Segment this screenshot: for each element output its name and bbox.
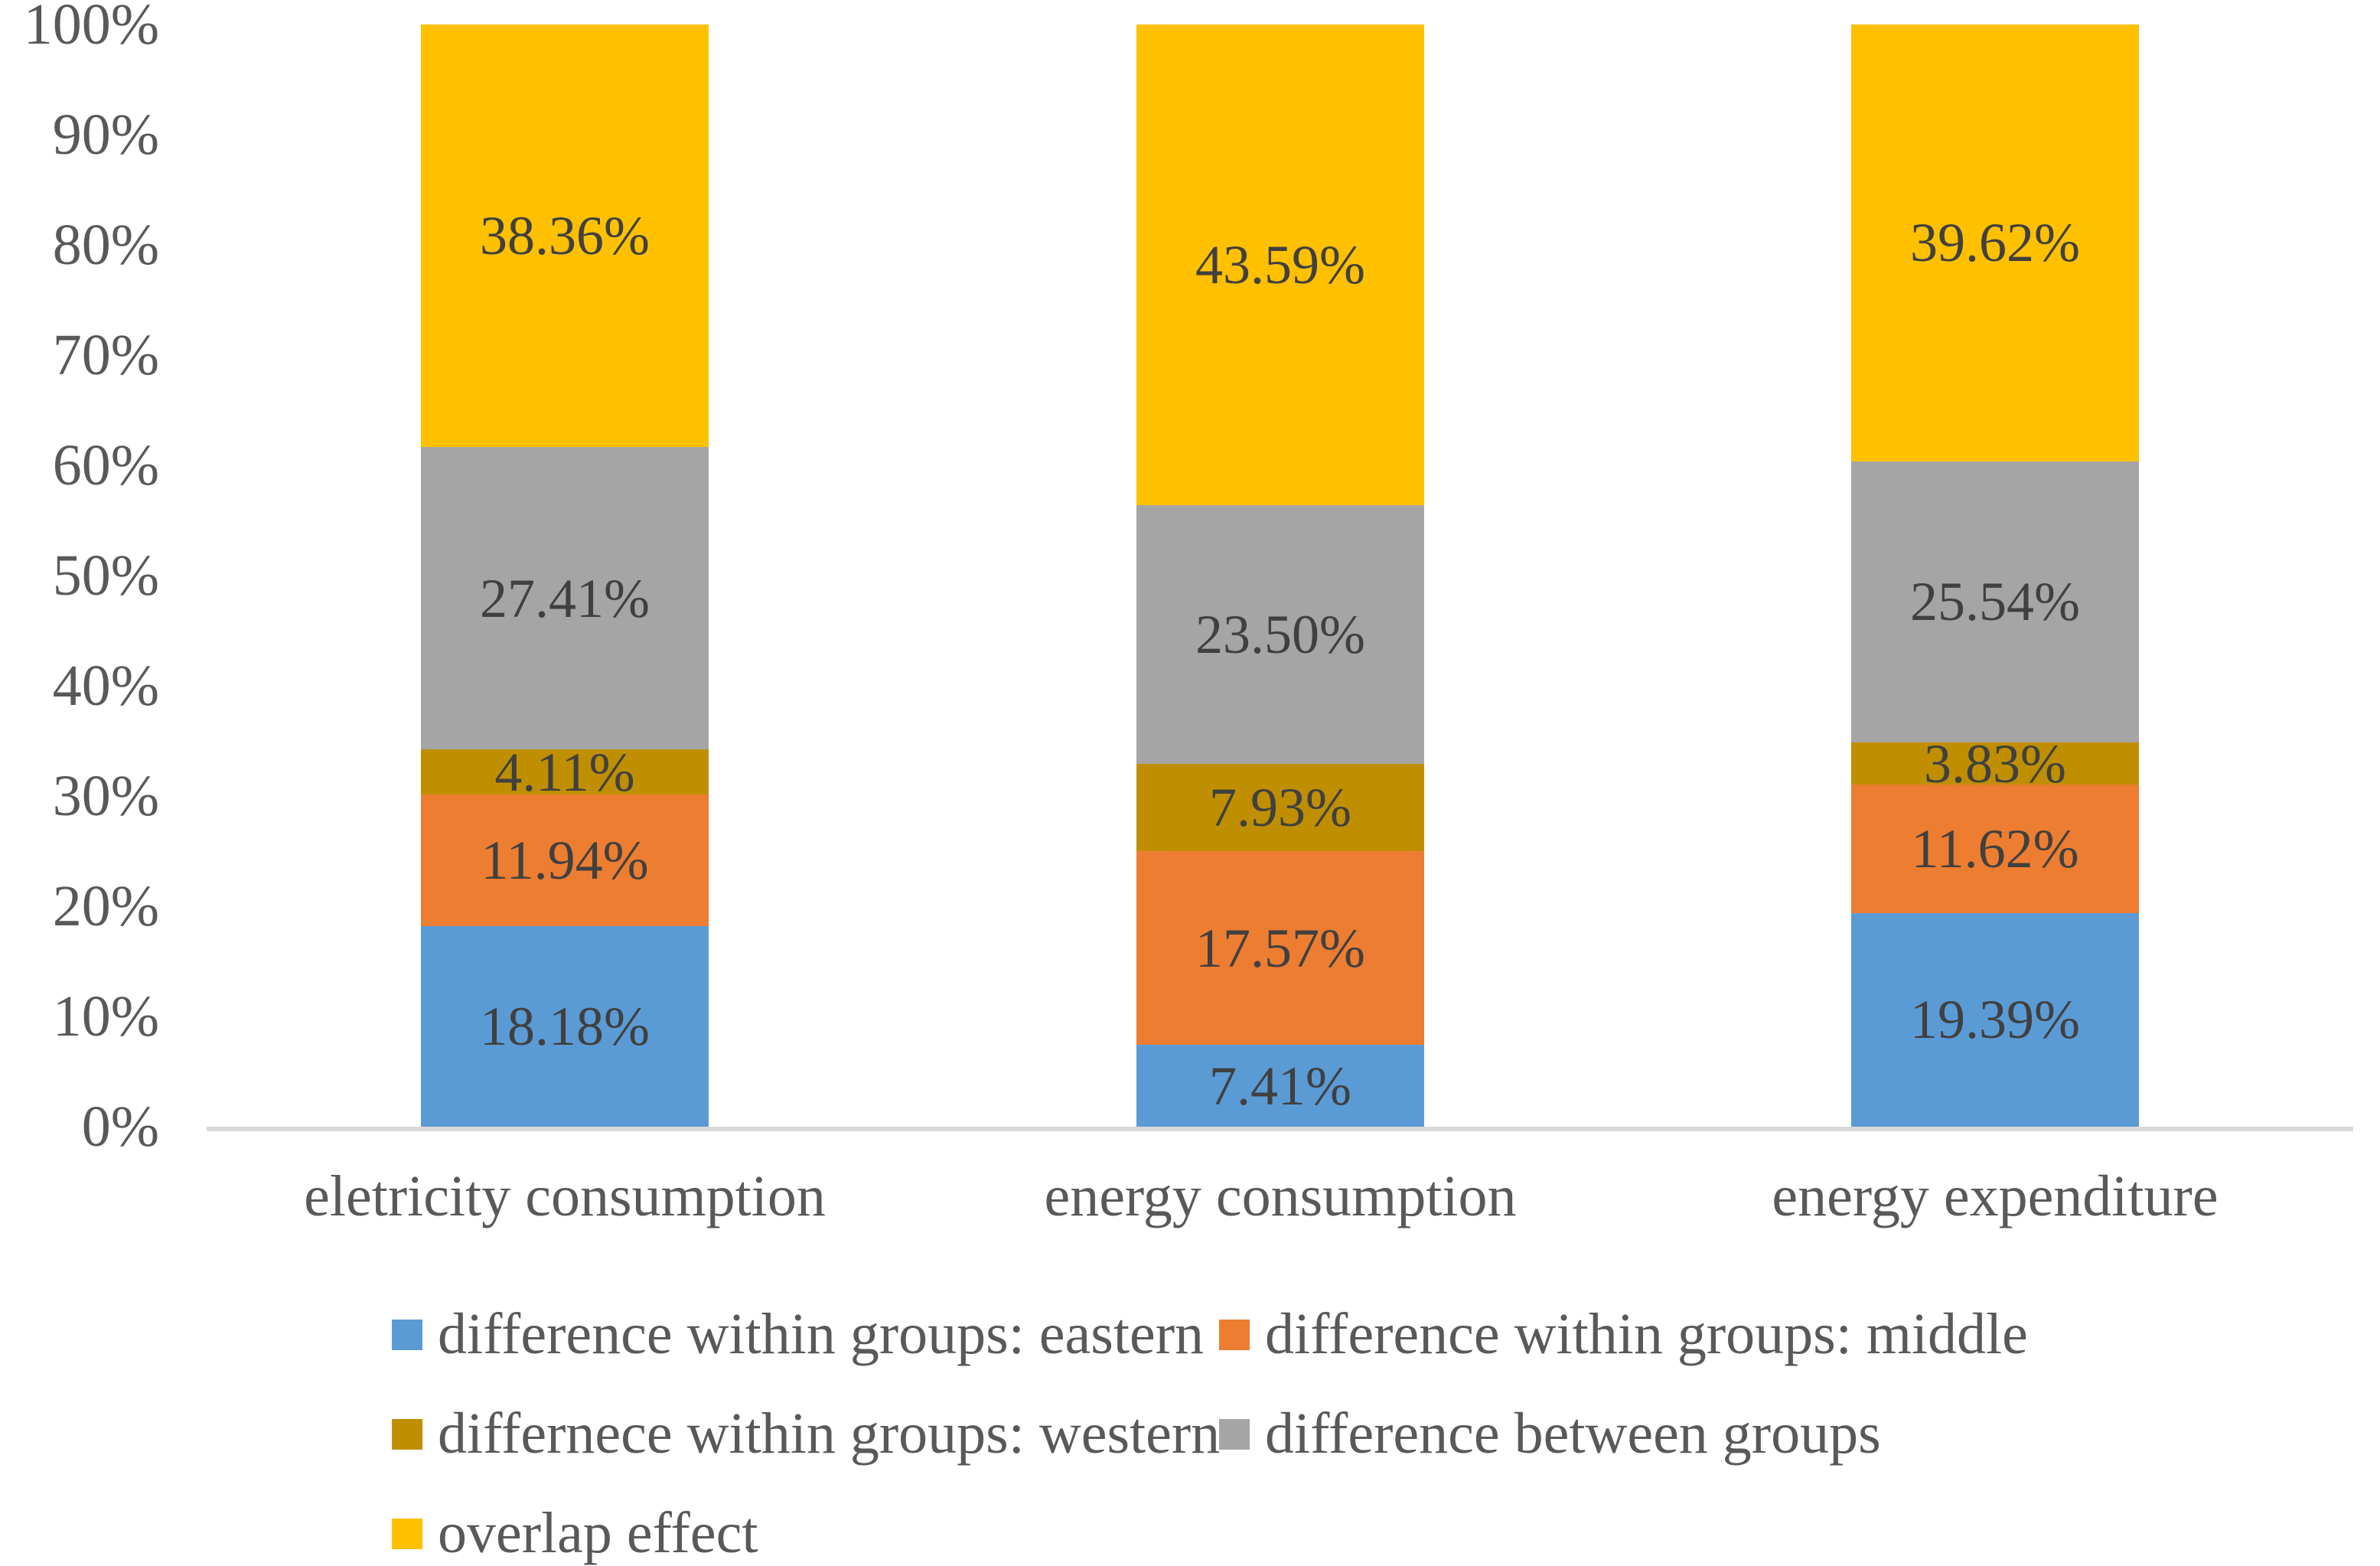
category-label-eletricity-consumption: eletricity consumption: [304, 1164, 826, 1228]
y-tick-label-40: 40%: [52, 654, 159, 718]
y-tick-label-100: 100%: [23, 0, 159, 57]
data-label: 4.11%: [494, 741, 635, 803]
bar-eletricity-consumption: 38.36% 27.41% 4.11% 11.94% 18.18%: [421, 24, 709, 1127]
data-label: 43.59%: [1195, 233, 1365, 295]
data-label: 38.36%: [480, 205, 650, 267]
legend-label: differnece within groups: western: [438, 1401, 1221, 1466]
legend-item-difference-within-groups-middle: difference within groups: middle: [1219, 1300, 2028, 1370]
segment-differnece-within-groups-western-eletricity-consumption: 4.11%: [421, 745, 709, 800]
legend-item-difference-within-groups-eastern: difference within groups: eastern: [392, 1300, 1204, 1370]
data-label: 7.41%: [1209, 1055, 1351, 1117]
legend-label: difference within groups: eastern: [438, 1302, 1205, 1367]
segment-difference-within-groups-eastern-energy-consumption: 7.41%: [1136, 1045, 1424, 1127]
segment-overlap-effect-eletricity-consumption: 38.36%: [421, 24, 709, 448]
y-tick-label-0: 0%: [81, 1095, 159, 1159]
legend-item-difference-between-groups: difference between groups: [1219, 1399, 1881, 1470]
legend-label: difference within groups: middle: [1265, 1302, 2028, 1367]
category-label-energy-expenditure: energy expenditure: [1772, 1164, 2219, 1228]
bar-energy-consumption: 43.59% 23.50% 7.93% 17.57% 7.41%: [1136, 24, 1424, 1127]
data-label: 39.62%: [1910, 212, 2080, 274]
x-axis-line: [207, 1127, 2353, 1131]
segment-difference-within-groups-eastern-energy-expenditure: 19.39%: [1851, 912, 2139, 1127]
segment-difference-between-groups-eletricity-consumption: 27.41%: [421, 447, 709, 750]
segment-differnece-within-groups-western-energy-consumption: 7.93%: [1136, 764, 1424, 852]
legend-label: difference between groups: [1265, 1401, 1881, 1466]
segment-difference-within-groups-middle-energy-expenditure: 11.62%: [1851, 785, 2139, 913]
data-label: 23.50%: [1195, 603, 1365, 665]
segment-overlap-effect-energy-expenditure: 39.62%: [1851, 24, 2139, 462]
legend-color-swatch-icon: [1219, 1419, 1250, 1450]
segment-difference-within-groups-middle-eletricity-consumption: 11.94%: [421, 794, 709, 927]
segment-difference-within-groups-eastern-eletricity-consumption: 18.18%: [421, 926, 709, 1127]
y-tick-label-80: 80%: [52, 213, 159, 277]
legend-color-swatch-icon: [1219, 1320, 1250, 1350]
legend-item-differnece-within-groups-western: differnece within groups: western: [392, 1399, 1220, 1470]
legend-item-overlap-effect: overlap effect: [392, 1499, 758, 1566]
y-tick-label-90: 90%: [52, 103, 159, 167]
legend-color-swatch-icon: [392, 1320, 422, 1350]
y-tick-label-50: 50%: [52, 543, 159, 608]
data-label: 19.39%: [1910, 989, 2080, 1051]
segment-overlap-effect-energy-consumption: 43.59%: [1136, 24, 1424, 505]
y-tick-label-20: 20%: [52, 874, 159, 938]
category-label-energy-consumption: energy consumption: [1044, 1164, 1517, 1228]
data-label: 27.41%: [480, 567, 650, 629]
data-label: 11.94%: [481, 830, 649, 892]
data-label: 18.18%: [480, 996, 650, 1058]
data-label: 11.62%: [1911, 818, 2079, 880]
data-label: 7.93%: [1209, 777, 1351, 839]
y-tick-label-30: 30%: [52, 764, 159, 828]
data-label: 3.83%: [1924, 732, 2066, 794]
segment-differnece-within-groups-western-energy-expenditure: 3.83%: [1851, 736, 2139, 791]
bar-energy-expenditure: 39.62% 25.54% 3.83% 11.62% 19.39%: [1851, 24, 2139, 1127]
segment-difference-between-groups-energy-expenditure: 25.54%: [1851, 461, 2139, 743]
y-tick-label-70: 70%: [52, 323, 159, 387]
segment-difference-within-groups-middle-energy-consumption: 17.57%: [1136, 851, 1424, 1046]
y-tick-label-10: 10%: [52, 984, 159, 1049]
data-label: 17.57%: [1195, 917, 1365, 979]
data-label: 25.54%: [1910, 571, 2080, 633]
segment-difference-between-groups-energy-consumption: 23.50%: [1136, 504, 1424, 765]
legend-label: overlap effect: [438, 1501, 758, 1566]
y-tick-label-60: 60%: [52, 433, 159, 498]
legend-color-swatch-icon: [392, 1419, 422, 1450]
legend-color-swatch-icon: [392, 1519, 422, 1549]
